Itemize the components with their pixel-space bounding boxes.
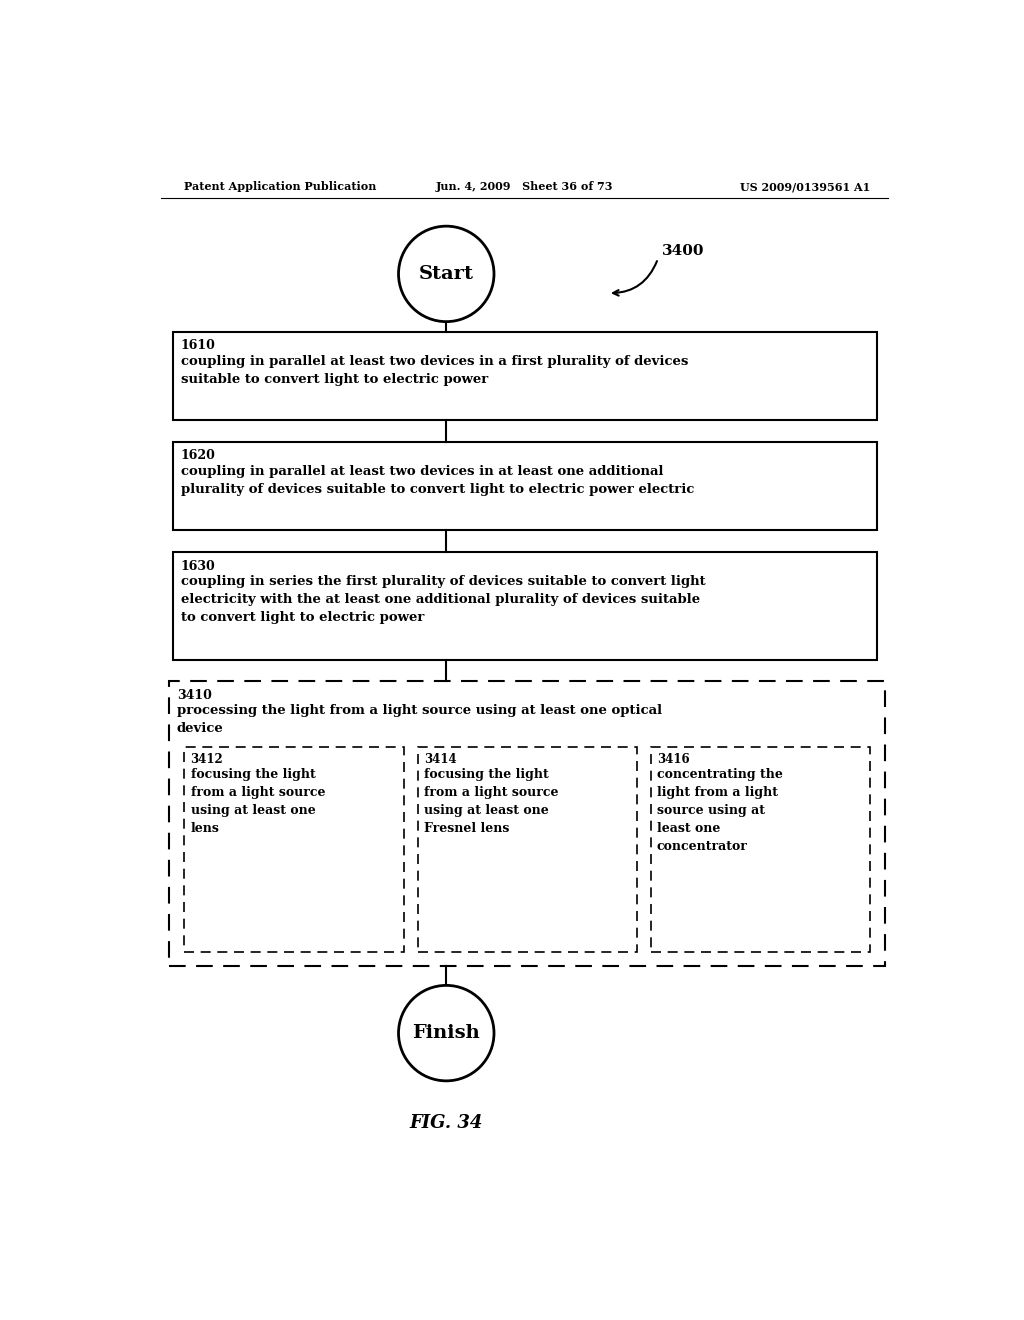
Text: coupling in series the first plurality of devices suitable to convert light
elec: coupling in series the first plurality o… (180, 576, 706, 624)
Text: 1610: 1610 (180, 339, 215, 352)
Bar (650, 747, 869, 952)
Text: focusing the light
from a light source
using at least one
Fresnel lens: focusing the light from a light source u… (424, 768, 558, 836)
Text: 3416: 3416 (656, 752, 689, 766)
Text: Jun. 4, 2009   Sheet 36 of 73: Jun. 4, 2009 Sheet 36 of 73 (436, 181, 613, 193)
Text: 3414: 3414 (424, 752, 457, 766)
Text: 1620: 1620 (180, 449, 215, 462)
Text: 1630: 1630 (180, 560, 215, 573)
Text: focusing the light
from a light source
using at least one
lens: focusing the light from a light source u… (190, 768, 326, 836)
Text: Patent Application Publication: Patent Application Publication (184, 181, 377, 193)
Text: 3410: 3410 (177, 689, 212, 702)
Text: coupling in parallel at least two devices in at least one additional
plurality o: coupling in parallel at least two device… (180, 465, 694, 496)
Text: coupling in parallel at least two devices in a first plurality of devices
suitab: coupling in parallel at least two device… (180, 355, 688, 385)
Bar (173, 442, 878, 531)
Text: FIG. 34: FIG. 34 (410, 1114, 483, 1133)
Bar (173, 331, 878, 420)
Text: Start: Start (419, 265, 474, 282)
Text: US 2009/0139561 A1: US 2009/0139561 A1 (739, 181, 869, 193)
Text: 3412: 3412 (190, 752, 223, 766)
Bar (184, 747, 403, 952)
Text: concentrating the
light from a light
source using at
least one
concentrator: concentrating the light from a light sou… (656, 768, 782, 853)
Text: processing the light from a light source using at least one optical
device: processing the light from a light source… (177, 705, 662, 735)
Text: 3400: 3400 (662, 244, 705, 257)
Bar (169, 681, 885, 966)
Bar (418, 747, 637, 952)
Bar (173, 552, 878, 660)
Text: Finish: Finish (413, 1024, 480, 1041)
